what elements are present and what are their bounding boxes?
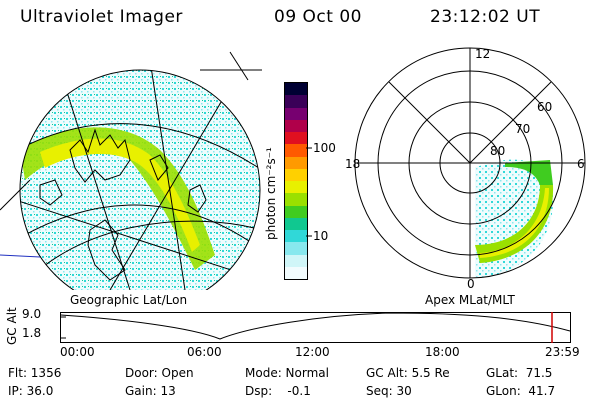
info-seq: Seq: 30 xyxy=(366,384,412,398)
altitude-ytick-1-8: 1.8 xyxy=(22,326,42,340)
geographic-image xyxy=(0,51,262,290)
time-label: 23:12:02 UT xyxy=(430,7,541,27)
lat-label-80: 80 xyxy=(490,144,505,158)
colorbar-unit-label: photon cm⁻²s⁻¹ xyxy=(264,147,278,240)
colorbar-swatch xyxy=(285,230,307,243)
app-title: Ultraviolet Imager xyxy=(20,7,183,27)
colorbar xyxy=(284,82,308,280)
info-glat: GLat: 71.5 xyxy=(486,366,553,380)
colorbar-swatch xyxy=(285,266,307,279)
aurora-core xyxy=(40,138,200,252)
info-mode: Mode: Normal xyxy=(245,366,329,380)
polar-aurora-dusk xyxy=(505,160,553,185)
colorbar-swatch xyxy=(285,83,307,96)
colorbar-swatch xyxy=(285,119,307,132)
colorbar-swatch xyxy=(285,217,307,230)
colorbar-swatch xyxy=(285,181,307,194)
colorbar-swatch xyxy=(285,242,307,255)
colorbar-swatch xyxy=(285,205,307,218)
mlt-label-6: 6 xyxy=(577,157,585,171)
info-gain: Gain: 13 xyxy=(125,384,176,398)
colorbar-swatch xyxy=(285,132,307,145)
altitude-ylabel: GC Alt xyxy=(5,307,19,345)
polar-aurora-band xyxy=(475,185,554,263)
coastlines xyxy=(39,128,207,281)
xtick-23-59: 23:59 xyxy=(545,345,580,359)
date-label: 09 Oct 00 xyxy=(274,7,362,27)
colorbar-tick-100: 100 xyxy=(313,141,336,155)
mlt-label-0: 0 xyxy=(467,277,475,290)
colorbar-tick-marks xyxy=(306,147,312,237)
info-door: Door: Open xyxy=(125,366,194,380)
lat-label-60: 60 xyxy=(537,100,552,114)
altitude-plot xyxy=(60,312,571,343)
mlt-label-12: 12 xyxy=(475,47,490,61)
xtick-12-00: 12:00 xyxy=(295,345,330,359)
colorbar-swatch xyxy=(285,95,307,108)
polar-grid xyxy=(354,47,586,279)
colorbar-swatch xyxy=(285,156,307,169)
info-glon: GLon: 41.7 xyxy=(486,384,556,398)
altitude-ytick-9: 9.0 xyxy=(22,307,42,321)
colorbar-swatch xyxy=(285,107,307,120)
lat-label-70: 70 xyxy=(515,122,530,136)
colorbar-swatch xyxy=(285,254,307,267)
altitude-curve xyxy=(60,312,571,340)
colorbar-tick-10: 10 xyxy=(313,229,329,243)
xtick-00-00: 00:00 xyxy=(60,345,95,359)
colorbar-swatch xyxy=(285,144,307,157)
xtick-18-00: 18:00 xyxy=(425,345,460,359)
left-panel-caption: Geographic Lat/Lon xyxy=(70,293,188,307)
info-dsp: Dsp: -0.1 xyxy=(245,384,311,398)
polar-image: 12 18 6 0 60 70 80 xyxy=(345,47,586,290)
xtick-06-00: 06:00 xyxy=(187,345,222,359)
info-ip: IP: 36.0 xyxy=(8,384,54,398)
info-flt: Flt: 1356 xyxy=(8,366,62,380)
info-gcalt: GC Alt: 5.5 Re xyxy=(366,366,450,380)
right-panel-caption: Apex MLat/MLT xyxy=(425,293,515,307)
colorbar-swatch xyxy=(285,193,307,206)
mlt-label-18: 18 xyxy=(345,157,360,171)
colorbar-swatch xyxy=(285,168,307,181)
aurora-band xyxy=(20,127,215,270)
